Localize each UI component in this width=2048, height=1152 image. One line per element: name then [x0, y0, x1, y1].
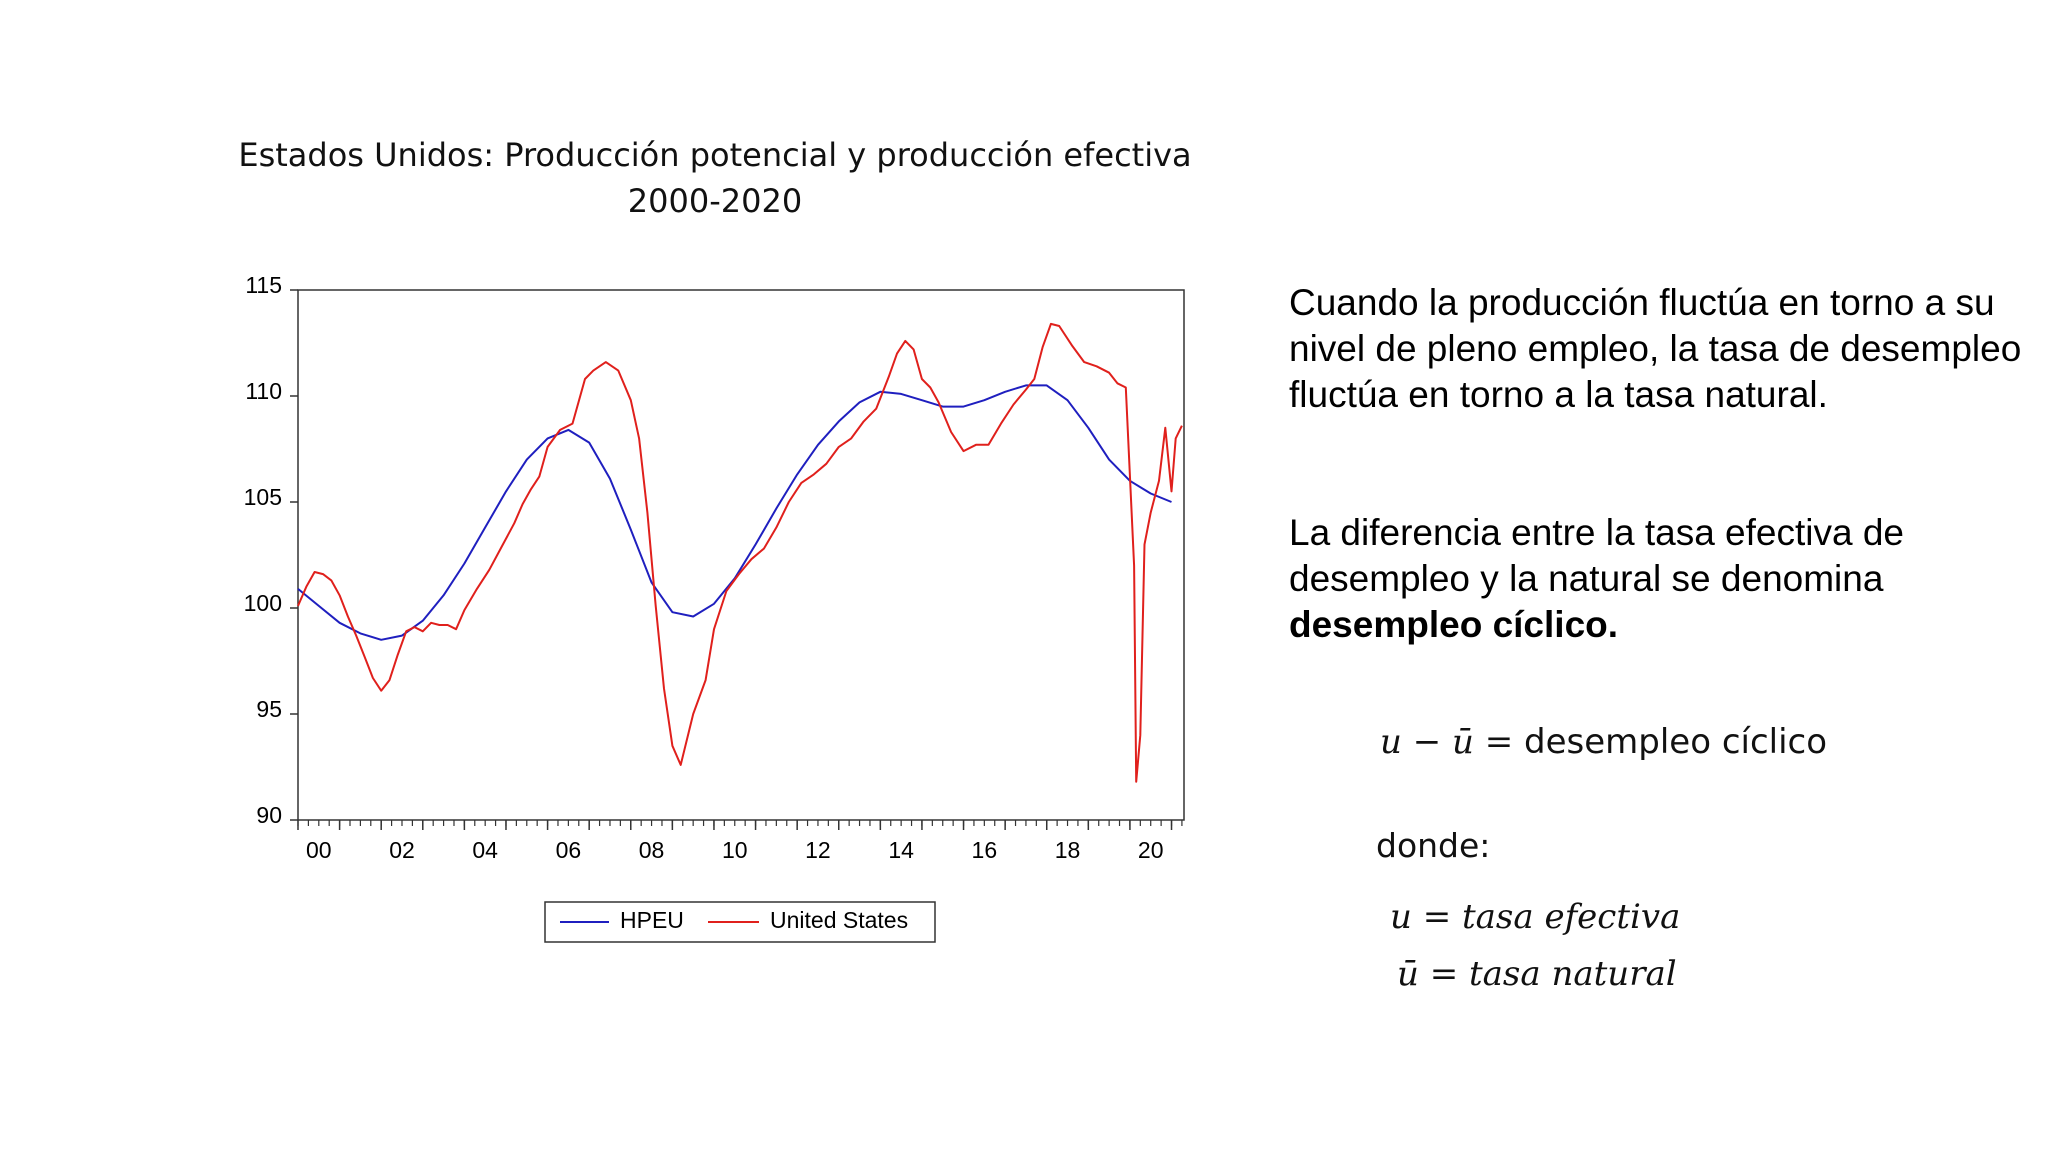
x-tick-label: 16 — [972, 837, 998, 863]
series-line-united-states — [297, 322, 1183, 783]
y-tick-label: 105 — [244, 484, 282, 510]
x-axis: 00 02 04 06 08 10 12 14 16 18 20 — [297, 820, 1183, 863]
x-tick-label: 02 — [389, 837, 415, 863]
y-axis: 90 95 100 105 110 115 — [244, 272, 298, 828]
definition-u: u = tasa efectiva — [1390, 897, 1681, 937]
x-tick-label: 20 — [1138, 837, 1164, 863]
y-tick-label: 100 — [244, 590, 282, 616]
donde-label: donde: — [1376, 826, 1491, 865]
y-tick-label: 115 — [245, 272, 282, 298]
legend-label-hpeu: HPEU — [620, 907, 684, 933]
plot-frame — [297, 289, 1185, 821]
x-tick-label: 12 — [805, 837, 831, 863]
series-line-hpeu — [297, 384, 1172, 641]
legend-label-us: United States — [770, 907, 908, 933]
chart-title: Estados Unidos: Producción potencial y p… — [215, 132, 1215, 224]
equation-rhs: desempleo cíclico — [1524, 722, 1828, 762]
cyclical-unemployment-equation: u − ū = desempleo cíclico — [1380, 722, 1827, 762]
series-layer — [297, 322, 1183, 783]
chart-title-line1: Estados Unidos: Producción potencial y p… — [238, 136, 1192, 174]
y-tick-label: 95 — [256, 696, 282, 722]
legend: HPEU United States — [544, 901, 936, 943]
x-tick-label: 04 — [472, 837, 498, 863]
x-tick-label: 08 — [639, 837, 665, 863]
paragraph-2: La diferencia entre la tasa efectiva de … — [1289, 510, 2029, 648]
paragraph-2-bold: desempleo cíclico. — [1289, 604, 1619, 645]
x-tick-label: 18 — [1055, 837, 1081, 863]
chart-title-line2: 2000-2020 — [627, 182, 803, 220]
x-tick-label: 00 — [306, 837, 332, 863]
definition-ubar: ū = tasa natural — [1397, 954, 1677, 994]
equation-lhs: u − ū = — [1380, 722, 1514, 762]
paragraph-2-text: La diferencia entre la tasa efectiva de … — [1289, 512, 1904, 599]
y-tick-label: 90 — [256, 802, 282, 828]
x-tick-label: 10 — [722, 837, 748, 863]
paragraph-1: Cuando la producción fluctúa en torno a … — [1289, 282, 2022, 415]
y-tick-label: 110 — [245, 378, 282, 404]
x-tick-label: 14 — [888, 837, 914, 863]
x-tick-label: 06 — [556, 837, 582, 863]
